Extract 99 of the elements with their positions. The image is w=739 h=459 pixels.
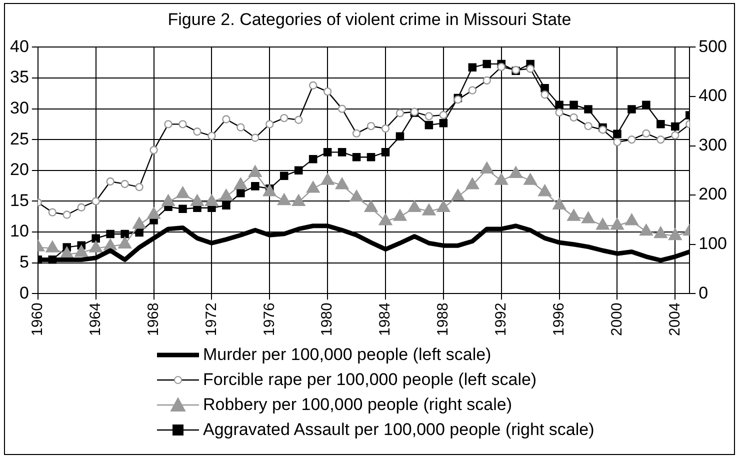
point [582,212,595,224]
point [393,209,407,221]
point [656,120,665,128]
y-tick-label: 0 [19,283,29,302]
x-tick-label: 2000 [608,302,626,336]
point [280,172,288,180]
x-tick-label: 1980 [318,302,336,336]
point [234,178,248,190]
x-tick-label: 1988 [434,302,452,336]
point [584,105,592,114]
point [642,100,650,109]
x-tick-label: 1972 [202,302,220,336]
x-tick-label: 1968 [144,302,162,336]
point [46,240,60,252]
point [480,162,494,174]
x-tick-label: 1976 [260,302,278,336]
y-tick-label: 25 [10,129,29,148]
point [176,186,190,198]
point [118,236,132,248]
point [294,166,303,175]
point [596,218,610,230]
point [640,224,653,236]
chart-title: Figure 2. Categories of violent crime in Missouri State [166,10,572,30]
point [292,194,306,206]
point [466,178,480,190]
y-tick-label: 35 [10,68,29,87]
y2-tick-label: 100 [698,234,728,254]
point [538,184,552,196]
y-tick-label: 30 [10,98,29,118]
point [613,130,622,138]
y2-tick-label: 200 [698,184,728,204]
x-tick-label: 2004 [666,302,684,336]
point [570,100,578,109]
point [436,200,450,212]
point [494,173,508,185]
point [277,193,291,206]
point [451,188,465,201]
y-tick-label: 20 [10,160,29,180]
point [147,207,160,219]
point [625,214,638,226]
point [335,178,349,190]
point [162,194,175,206]
point [248,165,262,177]
point [251,182,260,190]
point [552,198,566,210]
point [132,217,146,229]
point [671,122,680,131]
point [338,148,346,156]
y2-tick-label: 0 [698,283,708,302]
y-tick-label: 10 [10,222,29,241]
point [89,240,103,252]
point [610,218,624,230]
legend-label: Murder per 100,000 people (left scale) [203,344,492,364]
y-tick-label: 15 [10,190,29,210]
point [74,245,88,257]
point [408,200,422,212]
point [381,148,390,156]
legend-label: Robbery per 100,000 people (right scale) [203,394,512,414]
point [190,194,204,206]
point [668,228,682,240]
y2-tick-label: 300 [698,135,728,154]
y-tick-label: 5 [19,252,29,272]
point [482,60,492,68]
y2-tick-label: 400 [698,86,728,106]
point [220,188,233,201]
point [236,188,245,198]
point [262,184,276,196]
point [205,194,218,206]
point [350,190,364,202]
point [308,154,318,164]
point [567,209,580,221]
point [509,166,523,178]
point [320,173,334,185]
point [439,118,448,128]
point [424,120,434,130]
point [422,204,436,216]
y-tick-label: 40 [10,36,29,56]
point [352,152,361,162]
point [628,105,636,114]
point [396,132,404,141]
point [366,152,376,162]
point [178,204,187,213]
x-tick-label: 1996 [550,302,568,336]
legend-label: Aggravated Assault per 100,000 people (right scale) [203,420,594,440]
point [222,201,230,210]
point [364,200,378,212]
y2-tick-label: 500 [698,36,728,56]
legend-label: Forcible rape per 100,000 people (left scale) [203,370,537,390]
point [468,63,477,72]
point [654,226,668,238]
x-tick-label: 1984 [376,302,394,336]
x-tick-label: 1992 [492,302,510,336]
x-tick-label: 1964 [86,302,104,336]
point [323,148,332,156]
point [306,181,320,193]
x-tick-label: 1960 [29,302,46,336]
point [555,100,564,109]
point [378,214,392,226]
point [524,173,537,185]
